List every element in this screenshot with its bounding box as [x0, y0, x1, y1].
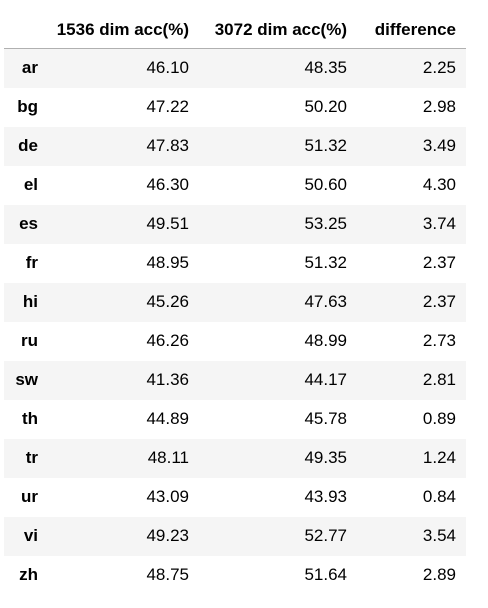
- cell-1536-dim-acc: 49.23: [146, 526, 189, 545]
- row-label: es: [19, 214, 38, 233]
- cell-difference: 1.24: [422, 448, 456, 467]
- row-label: ur: [21, 487, 38, 506]
- table-row: ar 46.10 48.35 2.25: [4, 48, 466, 88]
- cell-3072-dim-acc: 51.64: [304, 565, 347, 584]
- table-row: fr 48.95 51.32 2.37: [4, 243, 466, 283]
- cell-1536-dim-acc: 49.51: [146, 214, 189, 233]
- cell-3072-dim-acc: 48.99: [304, 331, 347, 350]
- table-row: ru 46.26 48.99 2.73: [4, 321, 466, 361]
- cell-3072-dim-acc: 45.78: [304, 409, 347, 428]
- cell-1536-dim-acc: 47.83: [146, 136, 189, 155]
- cell-1536-dim-acc: 46.26: [146, 331, 189, 350]
- cell-3072-dim-acc: 47.63: [304, 292, 347, 311]
- table-row: vi 49.23 52.77 3.54: [4, 516, 466, 556]
- table-row: tr 48.11 49.35 1.24: [4, 438, 466, 478]
- table-body: ar 46.10 48.35 2.25 bg 47.22 50.20 2.98 de 47.83 5…: [4, 48, 466, 595]
- cell-3072-dim-acc: 51.32: [304, 136, 347, 155]
- row-label: vi: [23, 526, 38, 545]
- results-table: 1536 dim acc(%) 3072 dim acc(%) differen…: [4, 11, 466, 595]
- cell-1536-dim-acc: 47.22: [146, 97, 189, 116]
- column-header-3072-dim-acc: 3072 dim acc(%): [199, 11, 357, 49]
- cell-1536-dim-acc: 48.11: [147, 448, 189, 467]
- cell-1536-dim-acc: 43.09: [146, 487, 189, 506]
- table-row: zh 48.75 51.64 2.89: [4, 555, 466, 595]
- row-label: fr: [25, 253, 38, 272]
- cell-difference: 2.73: [422, 331, 456, 350]
- cell-difference: 3.74: [422, 214, 456, 233]
- row-label: bg: [17, 97, 38, 116]
- row-label: tr: [25, 448, 38, 467]
- row-label: sw: [15, 370, 38, 389]
- cell-difference: 0.84: [422, 487, 456, 506]
- cell-1536-dim-acc: 46.30: [146, 175, 189, 194]
- cell-1536-dim-acc: 46.10: [146, 58, 189, 78]
- cell-difference: 2.81: [422, 370, 456, 389]
- cell-3072-dim-acc: 52.77: [304, 526, 347, 545]
- cell-3072-dim-acc: 44.17: [304, 370, 347, 389]
- cell-difference: 2.25: [422, 58, 456, 78]
- cell-3072-dim-acc: 43.93: [304, 487, 347, 506]
- cell-difference: 0.89: [422, 409, 456, 428]
- column-header-1536-dim-acc: 1536 dim acc(%): [44, 11, 199, 49]
- table-row: el 46.30 50.60 4.30: [4, 165, 466, 205]
- column-header-difference: difference: [357, 11, 466, 49]
- cell-difference: 4.30: [422, 175, 456, 194]
- table-row: es 49.51 53.25 3.74: [4, 204, 466, 244]
- row-label: hi: [22, 292, 38, 311]
- cell-3072-dim-acc: 50.20: [304, 97, 347, 116]
- cell-1536-dim-acc: 48.75: [146, 565, 189, 584]
- table-row: de 47.83 51.32 3.49: [4, 126, 466, 166]
- cell-3072-dim-acc: 53.25: [304, 214, 347, 233]
- cell-difference: 3.49: [422, 136, 456, 155]
- cell-difference: 2.37: [422, 253, 456, 272]
- table-header: 1536 dim acc(%) 3072 dim acc(%) differen…: [4, 11, 466, 49]
- header-row: 1536 dim acc(%) 3072 dim acc(%) differen…: [4, 11, 466, 49]
- cell-difference: 2.98: [422, 97, 456, 116]
- cell-1536-dim-acc: 44.89: [146, 409, 189, 428]
- table-row: th 44.89 45.78 0.89: [4, 399, 466, 439]
- cell-1536-dim-acc: 45.26: [146, 292, 189, 311]
- cell-3072-dim-acc: 48.35: [304, 58, 347, 78]
- results-table-container: 1536 dim acc(%) 3072 dim acc(%) differen…: [4, 11, 466, 595]
- cell-difference: 3.54: [422, 526, 456, 545]
- row-label: ru: [21, 331, 38, 350]
- table-row: hi 45.26 47.63 2.37: [4, 282, 466, 322]
- cell-1536-dim-acc: 48.95: [146, 253, 189, 272]
- cell-difference: 2.89: [422, 565, 456, 584]
- row-label: el: [23, 175, 38, 194]
- index-header: [4, 11, 44, 49]
- cell-3072-dim-acc: 50.60: [304, 175, 347, 194]
- row-label: th: [21, 409, 38, 428]
- row-label: de: [18, 136, 38, 155]
- cell-1536-dim-acc: 41.36: [146, 370, 189, 389]
- row-label: ar: [21, 58, 38, 78]
- table-row: ur 43.09 43.93 0.84: [4, 477, 466, 517]
- cell-3072-dim-acc: 51.32: [304, 253, 347, 272]
- cell-3072-dim-acc: 49.35: [304, 448, 347, 467]
- row-label: zh: [19, 565, 38, 584]
- table-row: sw 41.36 44.17 2.81: [4, 360, 466, 400]
- table-row: bg 47.22 50.20 2.98: [4, 87, 466, 127]
- cell-difference: 2.37: [422, 292, 456, 311]
